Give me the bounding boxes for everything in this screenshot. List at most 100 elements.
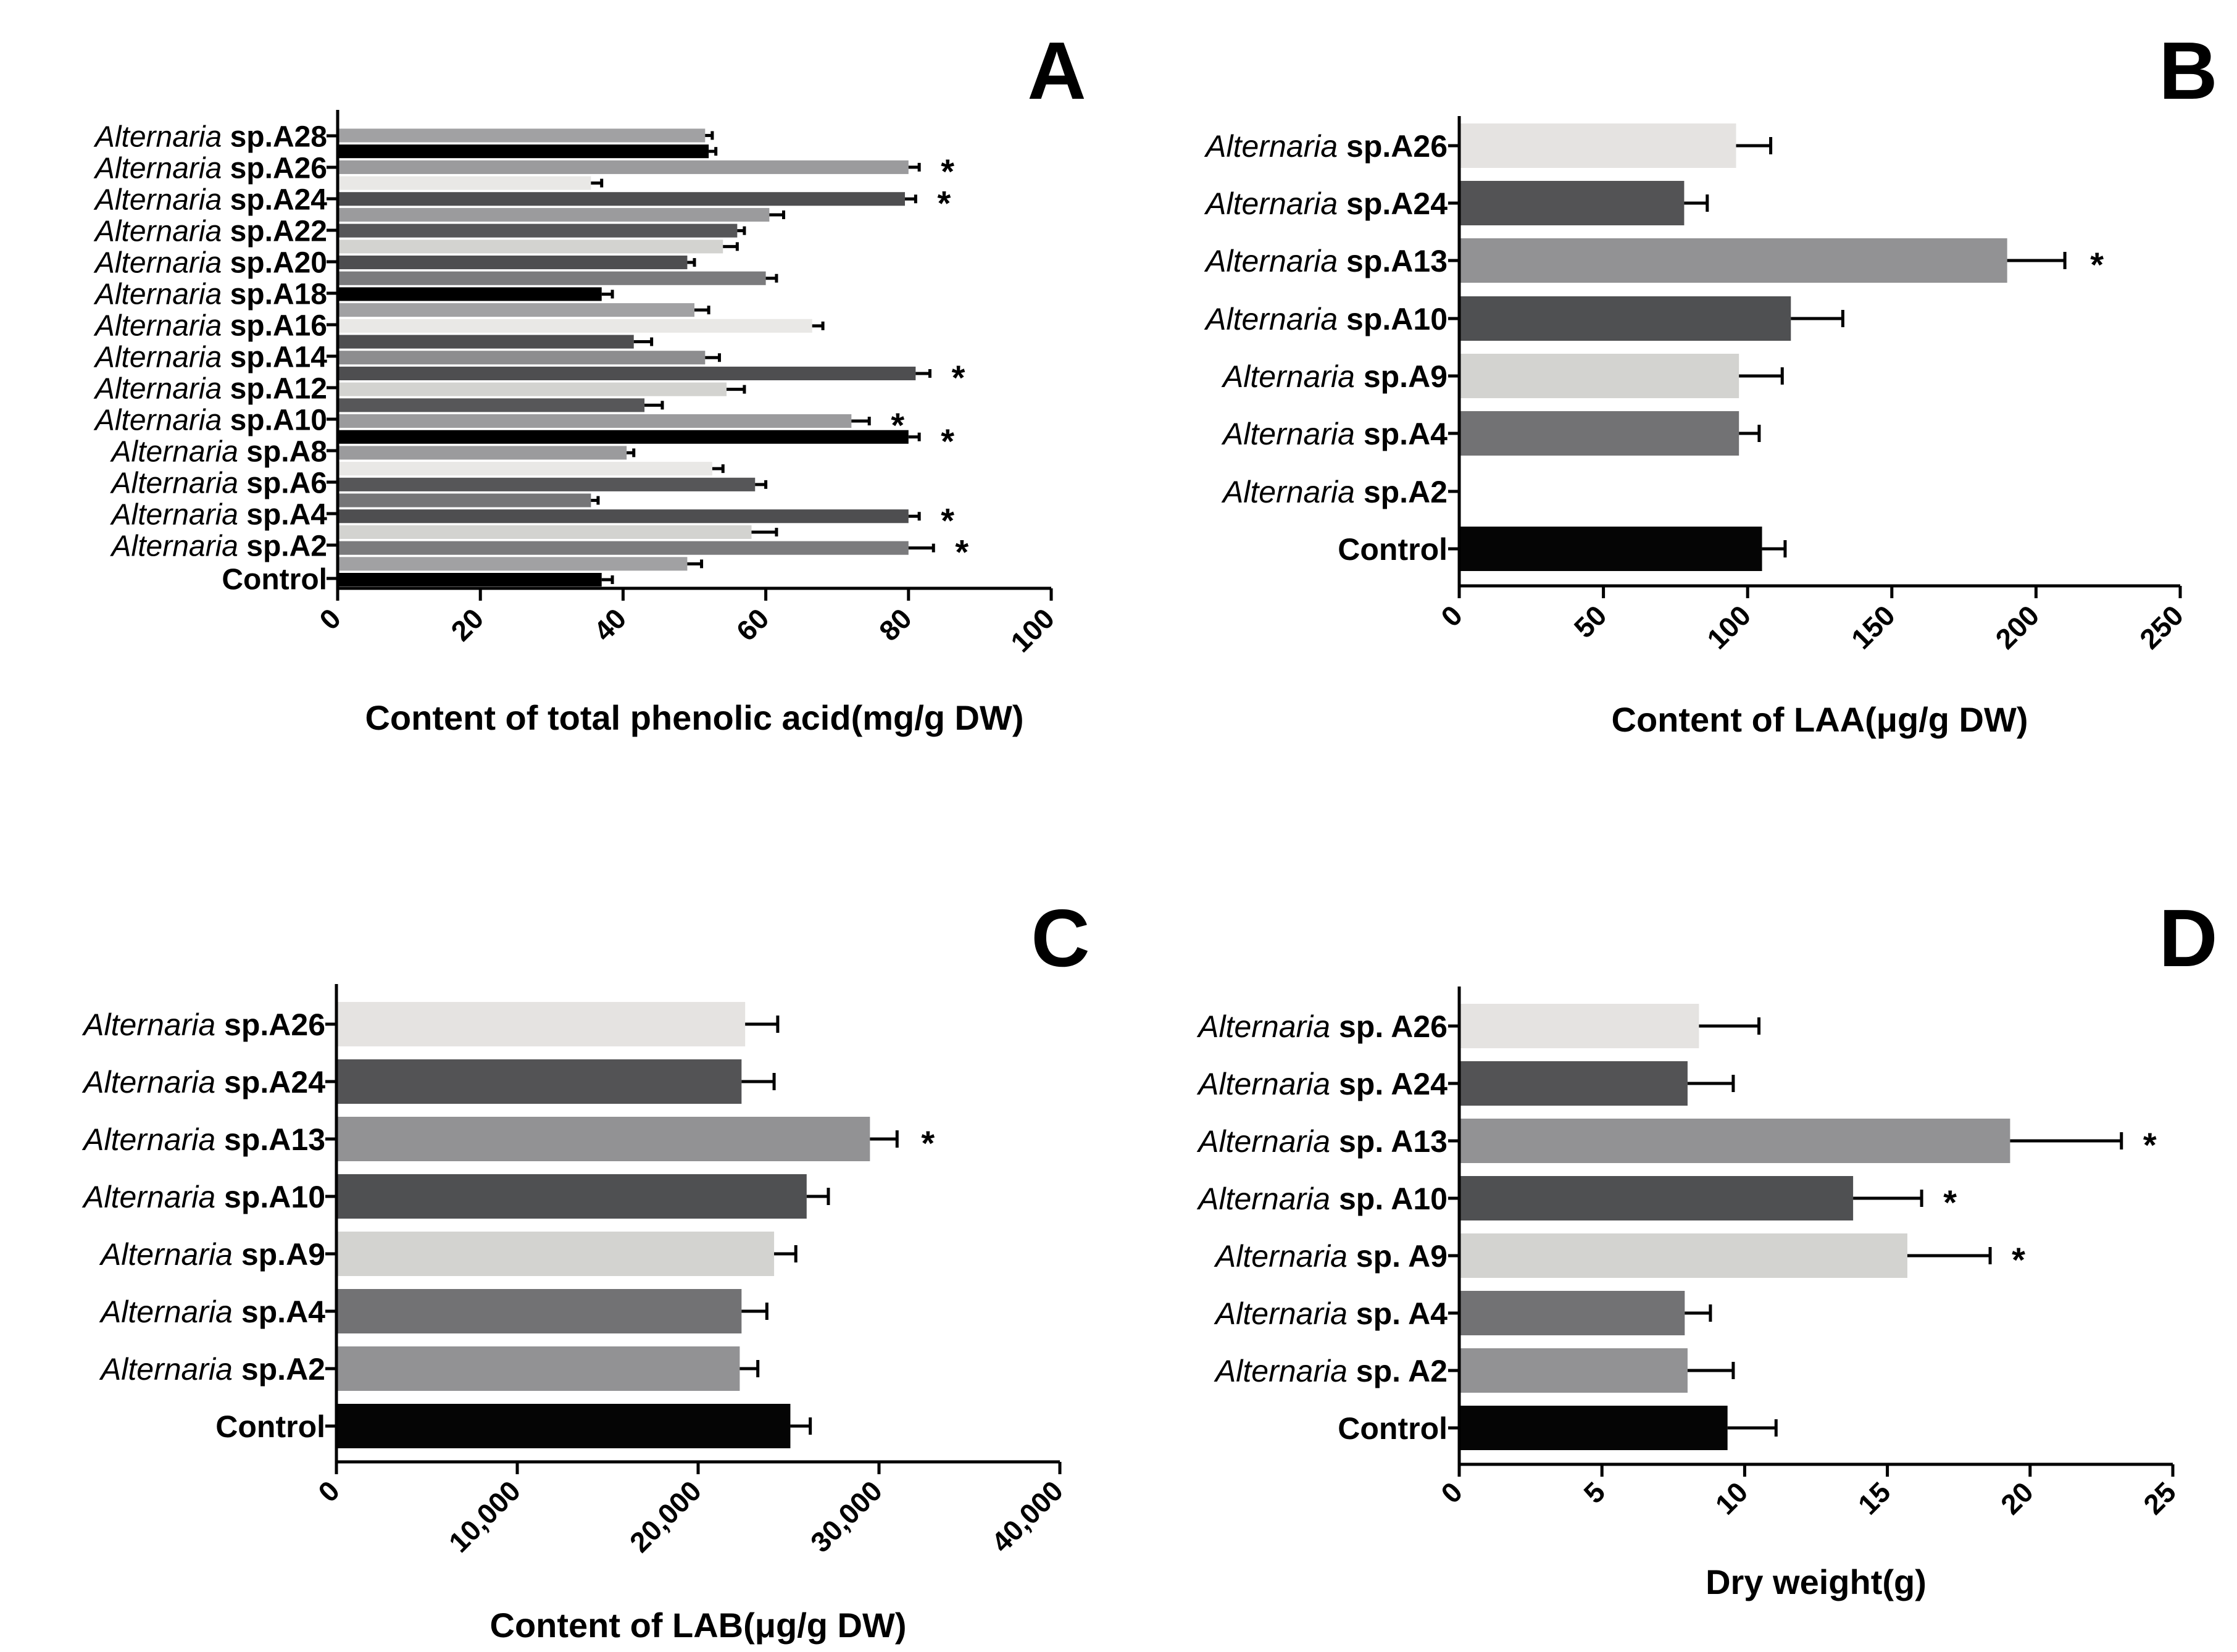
category-label: Alternaria sp.A4 bbox=[110, 498, 328, 531]
panel-letter: A bbox=[1027, 25, 1086, 116]
category-genus: Alternaria bbox=[81, 1007, 224, 1042]
panel-letter: C bbox=[1031, 893, 1089, 983]
bar bbox=[336, 1232, 775, 1276]
category-label: Alternaria sp.A18 bbox=[93, 278, 327, 311]
category-genus: Alternaria bbox=[93, 246, 230, 279]
category-label: Alternaria sp.A4 bbox=[1221, 417, 1448, 451]
category-label: Alternaria sp. A9 bbox=[1214, 1239, 1448, 1274]
category-genus: Alternaria bbox=[99, 1352, 241, 1387]
significance-star: * bbox=[955, 533, 969, 572]
x-ticks bbox=[336, 588, 1053, 601]
category-species: sp. A9 bbox=[1356, 1239, 1448, 1274]
category-label: Alternaria sp. A4 bbox=[1214, 1296, 1448, 1331]
category-genus: Alternaria bbox=[1196, 1067, 1339, 1101]
bar bbox=[336, 1174, 807, 1219]
bar bbox=[338, 414, 852, 428]
category-species: sp.A4 bbox=[246, 498, 327, 531]
bar bbox=[338, 223, 738, 238]
category-label: Alternaria sp.A9 bbox=[99, 1237, 325, 1272]
bar bbox=[338, 351, 706, 365]
significance-star: * bbox=[1943, 1183, 1957, 1222]
category-species: sp.A9 bbox=[1364, 359, 1448, 394]
bar bbox=[338, 462, 712, 476]
category-species: sp.A26 bbox=[230, 152, 327, 185]
bar bbox=[1459, 1119, 2010, 1163]
bar bbox=[336, 1404, 791, 1448]
category-label: Alternaria sp.A2 bbox=[99, 1352, 325, 1387]
significance-group: * bbox=[921, 1124, 935, 1162]
bar bbox=[336, 1117, 870, 1161]
y-ticks bbox=[1448, 144, 1459, 551]
category-genus: Alternaria bbox=[1204, 129, 1346, 164]
category-genus: Alternaria bbox=[110, 530, 247, 562]
bars-group bbox=[336, 1002, 870, 1448]
category-species: sp. A13 bbox=[1339, 1124, 1448, 1159]
bar bbox=[1459, 181, 1685, 225]
category-label: Alternaria sp.A10 bbox=[93, 404, 327, 436]
significance-star: * bbox=[941, 501, 954, 540]
category-label: Alternaria sp.A2 bbox=[1221, 475, 1448, 509]
significance-star: * bbox=[2012, 1240, 2025, 1279]
bar bbox=[1459, 354, 1739, 398]
category-species: sp.A13 bbox=[224, 1122, 325, 1157]
category-genus: Alternaria bbox=[93, 120, 230, 153]
category-genus: Alternaria bbox=[81, 1180, 224, 1214]
bar bbox=[1459, 1291, 1685, 1335]
category-label: Alternaria sp. A26 bbox=[1196, 1009, 1448, 1044]
category-label: Alternaria sp.A13 bbox=[1204, 244, 1448, 278]
x-axis-title: Content of LAA(μg/g DW) bbox=[1612, 700, 2028, 739]
panel-letter: D bbox=[2159, 893, 2217, 983]
bar bbox=[338, 430, 909, 444]
category-species: sp.A16 bbox=[230, 309, 327, 342]
significance-star: * bbox=[2090, 245, 2104, 284]
category-species: sp.A12 bbox=[230, 372, 327, 405]
bar bbox=[1459, 1004, 1699, 1048]
x-axis-title: Content of total phenolic acid(mg/g DW) bbox=[365, 698, 1023, 737]
category-genus: Alternaria bbox=[93, 215, 230, 248]
category-species: sp.A24 bbox=[230, 183, 328, 216]
category-genus: Alternaria bbox=[1196, 1182, 1339, 1216]
category-species: sp.A10 bbox=[230, 404, 327, 436]
category-genus: Alternaria bbox=[1196, 1009, 1339, 1044]
bar bbox=[1459, 1233, 1907, 1278]
category-label: Alternaria sp.A26 bbox=[1204, 129, 1448, 164]
category-label: Alternaria sp.A8 bbox=[110, 435, 327, 468]
bar bbox=[338, 303, 694, 317]
significance-star: * bbox=[2143, 1125, 2157, 1164]
bar bbox=[338, 160, 909, 174]
bar bbox=[338, 541, 909, 555]
category-control: Control bbox=[1338, 1411, 1448, 1446]
category-species: sp. A4 bbox=[1356, 1296, 1448, 1331]
category-genus: Alternaria bbox=[93, 372, 230, 405]
category-species: sp.A14 bbox=[230, 341, 328, 373]
category-genus: Alternaria bbox=[110, 435, 247, 468]
significance-group: ******* bbox=[891, 152, 969, 572]
bar bbox=[336, 1002, 746, 1046]
category-label: Alternaria sp.A26 bbox=[93, 152, 327, 185]
category-genus: Alternaria bbox=[81, 1065, 224, 1099]
category-species: sp.A2 bbox=[246, 530, 327, 562]
category-label: Alternaria sp. A24 bbox=[1196, 1067, 1448, 1101]
bar bbox=[1459, 411, 1739, 456]
category-genus: Alternaria bbox=[1221, 359, 1364, 394]
bar bbox=[1459, 1348, 1688, 1393]
bar bbox=[1459, 527, 1762, 571]
category-species: sp.A9 bbox=[241, 1237, 325, 1272]
category-species: sp.A26 bbox=[1346, 129, 1448, 164]
bar bbox=[338, 509, 909, 524]
bar bbox=[1459, 238, 2007, 283]
bars-group bbox=[1459, 123, 2007, 571]
bar bbox=[338, 446, 627, 460]
bar bbox=[338, 256, 688, 270]
category-label: Alternaria sp. A10 bbox=[1196, 1182, 1448, 1216]
category-label: Alternaria sp.A10 bbox=[1204, 302, 1448, 336]
significance-star: * bbox=[941, 422, 954, 461]
category-genus: Alternaria bbox=[93, 309, 230, 342]
category-label: Alternaria sp.A6 bbox=[110, 467, 327, 499]
significance-star: * bbox=[952, 358, 965, 397]
category-label: Alternaria sp.A26 bbox=[81, 1007, 325, 1042]
category-species: sp.A2 bbox=[1364, 475, 1448, 509]
bar bbox=[1459, 1176, 1854, 1220]
